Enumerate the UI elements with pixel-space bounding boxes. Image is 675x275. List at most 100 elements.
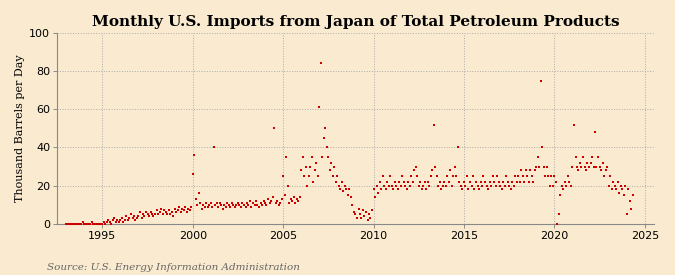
Point [439,180,450,184]
Point [545,183,556,188]
Point [468,174,479,178]
Point [145,210,156,214]
Point [560,180,570,184]
Point [106,222,117,226]
Point [458,180,469,184]
Point [240,204,251,209]
Point [61,222,72,226]
Point [340,183,350,188]
Point [118,220,129,224]
Point [370,195,381,199]
Point [590,130,601,134]
Point [188,172,198,176]
Point [404,183,415,188]
Point [230,204,240,209]
Point [134,210,145,214]
Point [555,193,566,197]
Point [100,222,111,226]
Point [535,78,546,83]
Point [296,168,306,173]
Point [97,222,108,226]
Point [374,180,385,184]
Point [409,168,420,173]
Point [425,174,436,178]
Point [215,200,225,205]
Point [365,216,376,220]
Point [612,180,623,184]
Point [195,200,206,205]
Point [441,183,452,188]
Point [64,222,75,226]
Point [238,202,249,207]
Point [383,183,394,188]
Point [202,204,213,209]
Point [74,222,85,226]
Point [451,174,462,178]
Point [600,168,611,173]
Point [126,212,136,216]
Point [68,222,79,226]
Point [412,174,423,178]
Point [223,202,234,207]
Point [570,155,581,159]
Point [572,164,583,169]
Point [242,200,252,205]
Point [609,183,620,188]
Point [564,180,574,184]
Point [484,180,495,184]
Point [201,200,212,205]
Point [317,155,328,159]
Point [371,183,382,188]
Point [585,161,596,165]
Point [593,155,603,159]
Point [400,183,410,188]
Point [401,187,412,192]
Point [526,174,537,178]
Point [505,187,516,192]
Point [216,202,227,207]
Point [611,187,622,192]
Point [582,161,593,165]
Point [163,208,174,213]
Point [281,155,292,159]
Point [189,153,200,157]
Point [286,197,296,201]
Point [85,222,96,226]
Point [466,183,477,188]
Point [184,208,195,213]
Point [255,200,266,205]
Point [211,200,222,205]
Point [379,183,389,188]
Point [520,168,531,173]
Point [65,222,76,226]
Point [387,187,398,192]
Point [341,187,352,192]
Point [136,216,147,220]
Point [419,180,430,184]
Point [423,180,433,184]
Point [173,204,184,209]
Point [483,187,493,192]
Point [331,180,342,184]
Point [207,204,217,209]
Point [193,191,204,196]
Point [533,155,543,159]
Point [300,164,311,169]
Point [89,222,100,226]
Point [169,206,180,211]
Point [275,200,286,205]
Point [352,216,362,220]
Point [396,183,406,188]
Point [323,155,333,159]
Point [310,161,321,165]
Point [529,168,540,173]
Point [88,222,99,226]
Point [196,206,207,211]
Point [337,180,348,184]
Y-axis label: Thousand Barrels per Day: Thousand Barrels per Day [15,54,25,202]
Point [347,202,358,207]
Point [156,206,167,211]
Point [624,199,635,203]
Point [497,180,508,184]
Point [338,189,349,194]
